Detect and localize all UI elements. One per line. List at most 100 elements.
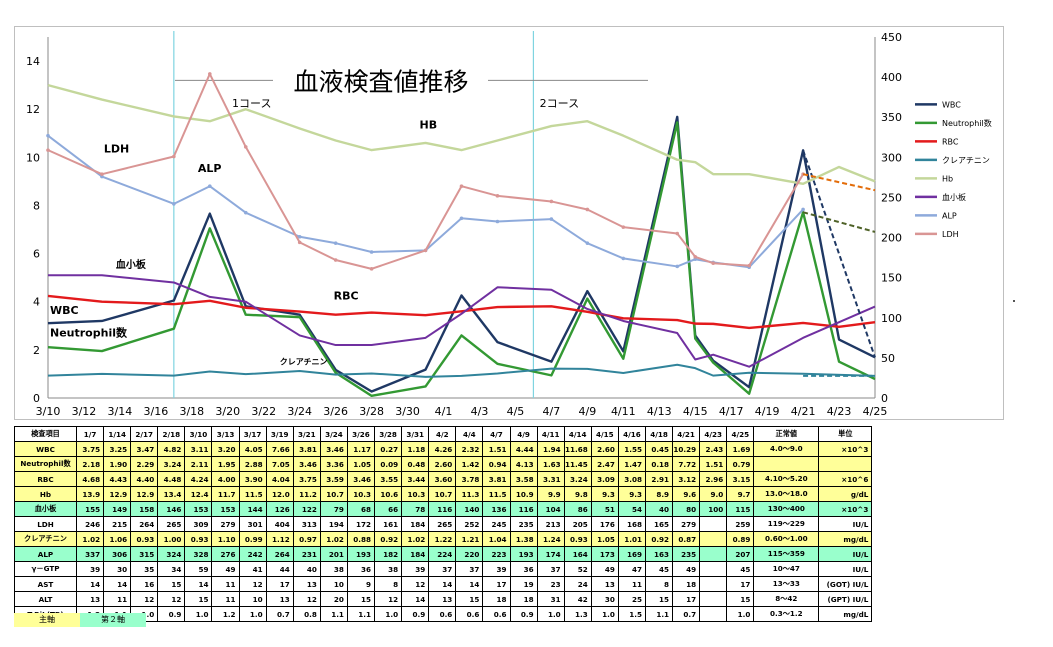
table-row: γ－GTP 39 30 35 34 59 49 41 44 40 38 36 38 39 37 37 39 36 3… — [14, 561, 873, 577]
lab-table-container: 検査項目 1/7 1/14 2/17 2/18 3/10 3/13 3/17 3/19 3/21 3… — [14, 426, 873, 622]
table-cell: 126 — [265, 501, 294, 517]
table-cell: 79 — [319, 501, 348, 517]
normal-range-cell: 130～400 — [753, 501, 820, 517]
table-row: ALP 337 306 315 324 328 276 242 264 231 201 193 182 1… — [14, 546, 873, 562]
on-plot-label-2: ALP — [198, 162, 222, 175]
series-point-8-7 — [333, 258, 338, 262]
table-cell: 265 — [157, 516, 186, 532]
series-point-7-5 — [243, 210, 248, 215]
table-cell: 1.01 — [617, 531, 646, 547]
table-cell: 328 — [184, 546, 213, 562]
unit-cell: ×10^3 — [818, 441, 873, 457]
table-row: RBC 4.68 4.43 4.40 4.48 4.24 4.00 3.90 4.04 3.75 3… — [14, 471, 873, 487]
table-cell: 10.3 — [346, 486, 376, 502]
x-tick-label: 3/30 — [395, 405, 420, 418]
legend-label-3: RBC — [942, 137, 959, 146]
table-cell: 8 — [644, 576, 674, 592]
table-cell: 13.4 — [157, 486, 186, 502]
header-date: 3/13 — [211, 426, 240, 442]
table-cell: 1.18 — [401, 441, 430, 457]
secondary-axis-swatch: 第２軸 — [80, 613, 146, 627]
table-cell: 3.60 — [428, 471, 457, 487]
table-cell: 17 — [265, 576, 294, 592]
table-cell — [699, 546, 728, 562]
table-cell: 0.48 — [401, 456, 430, 472]
table-cell: 11.7 — [211, 486, 240, 502]
primary-axis-swatch: 主軸 — [14, 613, 80, 627]
legend-label-7: ALP — [942, 211, 957, 220]
table-cell: 10.6 — [374, 486, 403, 502]
header-date: 4/11 — [536, 426, 565, 442]
normal-range-cell: 0.3～1.2 — [753, 606, 820, 622]
table-cell — [699, 531, 728, 547]
table-cell: 39 — [401, 561, 430, 577]
table-cell: 45 — [726, 561, 755, 577]
header-date: 4/9 — [509, 426, 538, 442]
table-cell: 12 — [292, 591, 321, 607]
unit-cell: mg/dL — [818, 531, 873, 547]
table-cell: 1.1 — [319, 606, 348, 622]
table-cell: 10 — [319, 576, 348, 592]
table-cell: 14 — [184, 576, 213, 592]
on-plot-label-6: WBC — [50, 304, 79, 317]
normal-range-cell: 13～33 — [753, 576, 820, 592]
table-cell: 259 — [726, 516, 755, 532]
table-cell: 13.9 — [75, 486, 105, 502]
table-cell: 14 — [75, 576, 105, 592]
table-cell: 1.1 — [644, 606, 674, 622]
table-cell: 11.3 — [455, 486, 484, 502]
unit-cell: mg/dL — [818, 606, 873, 622]
table-cell: 13 — [292, 576, 321, 592]
table-cell: 163 — [644, 546, 674, 562]
series-line-1 — [47, 115, 876, 393]
table-cell: 11.5 — [482, 486, 511, 502]
table-cell: 14 — [428, 576, 457, 592]
normal-range-cell: 119～229 — [753, 516, 820, 532]
table-cell: 7.66 — [265, 441, 294, 457]
table-cell: 10.7 — [319, 486, 348, 502]
table-cell: 10.29 — [672, 441, 701, 457]
table-cell: 3.58 — [509, 471, 538, 487]
series-point-8-11 — [495, 194, 500, 198]
header-date: 2/17 — [130, 426, 159, 442]
table-cell: 3.09 — [590, 471, 619, 487]
table-cell: 7.05 — [265, 456, 294, 472]
table-cell: 153 — [184, 501, 213, 517]
table-cell: 1.04 — [482, 531, 511, 547]
table-cell: 4.24 — [184, 471, 213, 487]
x-tick-label: 3/20 — [215, 405, 240, 418]
table-cell: 4.40 — [130, 471, 159, 487]
table-cell: 176 — [590, 516, 619, 532]
x-tick-label: 3/28 — [359, 405, 384, 418]
table-cell — [699, 591, 728, 607]
table-cell: 3.75 — [292, 471, 321, 487]
series-point-8-1 — [46, 148, 50, 152]
table-cell: 1.69 — [726, 441, 755, 457]
y-right-tick-label: 300 — [881, 151, 902, 164]
table-cell: 3.11 — [184, 441, 213, 457]
series-point-7-8 — [369, 250, 374, 254]
normal-range-cell: 4.10～5.20 — [753, 471, 820, 487]
series-line-8 — [47, 72, 804, 270]
table-cell: 0.9 — [157, 606, 186, 622]
series-point-8-15 — [675, 231, 680, 236]
y-left-tick-label: 0 — [33, 392, 40, 405]
header-date: 4/15 — [590, 426, 619, 442]
series-point-8-17 — [711, 261, 715, 266]
series-line-2 — [47, 121, 876, 398]
series-point-7-15 — [675, 264, 680, 269]
series-point-8-8 — [369, 267, 374, 271]
table-cell: 252 — [455, 516, 484, 532]
series-line-7 — [47, 134, 804, 269]
header-date: 3/19 — [265, 426, 294, 442]
table-cell: 3.08 — [617, 471, 646, 487]
table-cell: 12 — [130, 591, 159, 607]
series-point-7-12 — [549, 217, 554, 221]
table-cell: 11 — [211, 576, 240, 592]
header-date: 4/23 — [699, 426, 728, 442]
table-cell: 193 — [509, 546, 538, 562]
x-tick-label: 3/10 — [36, 405, 61, 418]
table-cell: 0.7 — [672, 606, 701, 622]
lab-results-table: 検査項目 1/7 1/14 2/17 2/18 3/10 3/13 3/17 3/19 3/21 3… — [14, 426, 873, 622]
table-cell: 15 — [346, 591, 376, 607]
